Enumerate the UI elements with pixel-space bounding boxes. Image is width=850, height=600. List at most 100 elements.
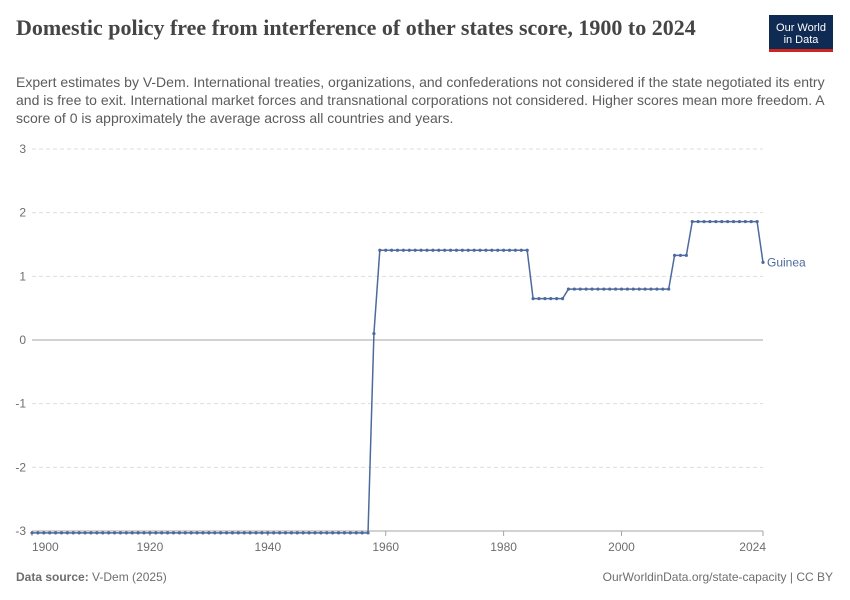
data-point[interactable]	[201, 531, 205, 535]
data-point[interactable]	[525, 248, 529, 252]
data-point[interactable]	[720, 219, 724, 224]
data-point[interactable]	[95, 531, 99, 535]
data-point[interactable]	[160, 531, 164, 535]
data-point[interactable]	[590, 287, 594, 291]
data-point[interactable]	[89, 531, 93, 535]
data-point[interactable]	[30, 531, 34, 535]
data-point[interactable]	[507, 248, 512, 252]
data-point[interactable]	[242, 531, 246, 535]
data-point[interactable]	[749, 219, 753, 224]
data-point[interactable]	[165, 531, 170, 535]
data-point[interactable]	[448, 248, 453, 252]
data-point[interactable]	[307, 531, 311, 535]
data-point[interactable]	[230, 531, 235, 535]
data-point[interactable]	[325, 531, 329, 535]
data-point[interactable]	[484, 248, 488, 252]
data-point[interactable]	[124, 531, 128, 535]
data-point[interactable]	[755, 219, 759, 224]
data-point[interactable]	[708, 219, 712, 224]
data-point[interactable]	[726, 219, 730, 224]
data-point[interactable]	[490, 248, 494, 252]
data-point[interactable]	[560, 297, 565, 301]
data-point[interactable]	[260, 531, 264, 535]
data-point[interactable]	[36, 531, 40, 535]
data-point[interactable]	[761, 260, 765, 264]
data-point[interactable]	[53, 531, 58, 535]
data-point[interactable]	[83, 531, 87, 535]
data-point[interactable]	[566, 287, 571, 291]
data-source-value[interactable]: V-Dem (2025)	[92, 570, 167, 584]
data-point[interactable]	[431, 248, 435, 252]
data-point[interactable]	[71, 531, 75, 535]
data-point[interactable]	[278, 531, 282, 535]
data-point[interactable]	[419, 248, 423, 252]
data-point[interactable]	[171, 531, 176, 535]
data-point[interactable]	[42, 531, 46, 535]
data-point[interactable]	[248, 531, 252, 535]
data-point[interactable]	[602, 287, 606, 291]
data-point[interactable]	[413, 248, 417, 252]
data-point[interactable]	[478, 248, 482, 252]
data-point[interactable]	[319, 531, 323, 535]
data-point[interactable]	[336, 531, 341, 535]
data-point[interactable]	[142, 531, 146, 535]
data-point[interactable]	[472, 248, 476, 252]
data-point[interactable]	[195, 531, 199, 535]
data-point[interactable]	[460, 248, 464, 252]
data-point[interactable]	[366, 531, 370, 535]
data-point[interactable]	[661, 287, 665, 291]
data-point[interactable]	[454, 248, 459, 252]
data-point[interactable]	[625, 287, 630, 291]
data-point[interactable]	[731, 219, 736, 224]
data-point[interactable]	[401, 248, 405, 252]
data-point[interactable]	[154, 531, 158, 535]
data-point[interactable]	[496, 248, 500, 252]
data-point[interactable]	[59, 531, 64, 535]
data-point[interactable]	[743, 219, 747, 224]
data-point[interactable]	[77, 531, 81, 535]
data-point[interactable]	[667, 287, 671, 291]
data-point[interactable]	[189, 531, 193, 535]
data-point[interactable]	[118, 531, 123, 535]
data-point[interactable]	[690, 219, 694, 224]
data-point[interactable]	[531, 297, 535, 301]
data-point[interactable]	[360, 531, 364, 535]
data-point[interactable]	[295, 531, 299, 535]
data-point[interactable]	[65, 531, 69, 535]
data-point[interactable]	[696, 219, 700, 224]
data-point[interactable]	[384, 248, 388, 252]
data-point[interactable]	[649, 287, 653, 291]
data-point[interactable]	[437, 248, 441, 252]
data-point[interactable]	[555, 297, 559, 301]
data-point[interactable]	[584, 287, 588, 291]
data-point[interactable]	[354, 531, 358, 535]
series-label-guinea[interactable]: Guinea	[767, 255, 806, 269]
data-point[interactable]	[213, 531, 217, 535]
data-point[interactable]	[236, 531, 240, 535]
data-point[interactable]	[737, 219, 742, 224]
data-point[interactable]	[207, 531, 211, 535]
data-point[interactable]	[112, 531, 117, 535]
data-point[interactable]	[395, 248, 400, 252]
data-point[interactable]	[266, 531, 270, 535]
data-point[interactable]	[390, 248, 394, 252]
data-point[interactable]	[331, 531, 335, 535]
data-point[interactable]	[48, 531, 52, 535]
data-point[interactable]	[702, 219, 706, 224]
data-point[interactable]	[177, 531, 181, 535]
data-point[interactable]	[643, 287, 647, 291]
data-point[interactable]	[619, 287, 624, 291]
data-point[interactable]	[572, 287, 576, 291]
data-point[interactable]	[348, 531, 352, 535]
data-point[interactable]	[148, 531, 152, 535]
data-point[interactable]	[655, 287, 659, 291]
data-point[interactable]	[631, 287, 635, 291]
data-point[interactable]	[519, 248, 523, 252]
data-point[interactable]	[224, 531, 229, 535]
data-point[interactable]	[637, 287, 641, 291]
data-point[interactable]	[283, 531, 288, 535]
data-point[interactable]	[443, 248, 447, 252]
data-point[interactable]	[543, 297, 547, 301]
owid-logo[interactable]: Our World in Data	[769, 15, 833, 52]
data-point[interactable]	[608, 287, 612, 291]
